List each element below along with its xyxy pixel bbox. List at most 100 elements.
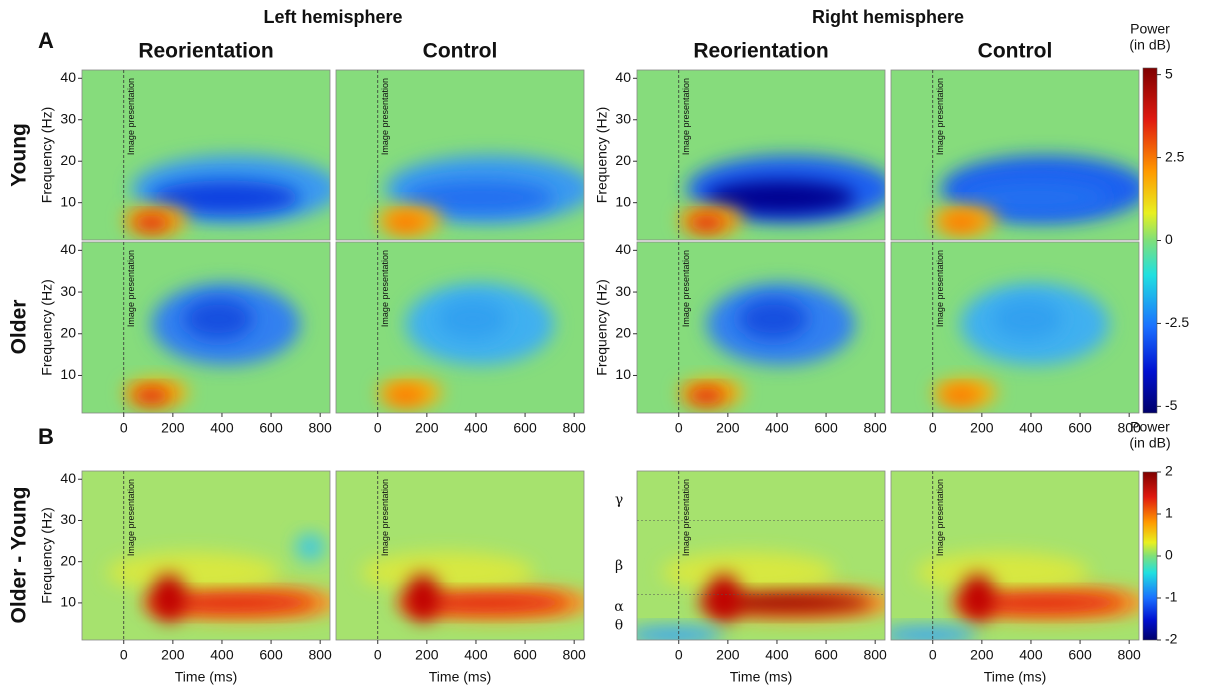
heatmap-blob [437,298,508,340]
y-tick-label: 10 [615,193,631,209]
y-tick-label: 30 [615,283,631,299]
colorbar-tick-label: 2 [1165,463,1173,479]
heatmap-blob [144,592,318,613]
heatmap-blob [686,214,727,232]
y-tick-label: 20 [615,324,631,340]
x-tick-label: 400 [765,647,789,663]
x-tick-label: 0 [929,647,937,663]
colorbar-tick-label: -2 [1165,631,1178,647]
condition-title: Reorientation [693,40,828,63]
band-label: α [614,599,624,615]
x-tick-label: 200 [415,420,439,436]
colorbar-title: Power [1130,21,1170,37]
heatmap [82,70,330,240]
heatmap-blob [151,180,301,215]
heatmap-blob [405,180,555,215]
x-tick-label: 800 [1117,420,1141,436]
heatmap-panel: Image presentation [890,69,1140,241]
hemisphere-title: Left hemisphere [263,7,402,27]
x-tick-label: 200 [161,420,185,436]
y-tick-label: 40 [60,241,76,257]
x-tick-label: 200 [415,647,439,663]
heatmap-blob [131,387,172,405]
event-label: Image presentation [935,78,945,155]
band-label: γ [615,492,623,508]
heatmap-panel: Image presentation [636,470,886,641]
condition-title: Reorientation [138,40,273,63]
heatmap [82,471,330,640]
panel-label: A [38,28,54,53]
heatmap-panel: Image presentation [890,241,1140,414]
x-tick-label: 600 [513,647,537,663]
panel-frame [890,470,1140,641]
heatmap-blob [738,298,809,340]
heatmap [82,242,330,413]
heatmap-blob [295,533,326,561]
heatmap-panel: Image presentation [636,241,886,414]
row-title: Older [8,300,31,355]
y-tick-label: 10 [60,193,76,209]
event-label: Image presentation [380,78,390,155]
y-tick-label: 20 [60,324,76,340]
y-tick-label: 40 [615,241,631,257]
x-axis-label: Time (ms) [429,669,491,685]
colorbar-tick-label: 1 [1165,505,1173,521]
y-tick-label: 10 [615,366,631,382]
x-tick-label: 0 [929,420,937,436]
panel-frame [636,241,886,414]
x-tick-label: 400 [765,420,789,436]
x-tick-label: 400 [1019,647,1043,663]
x-tick-label: 0 [374,420,382,436]
x-tick-label: 200 [716,647,740,663]
colorbar-tick-label: -1 [1165,589,1178,605]
panel-frame [335,69,585,241]
panel-label: B [38,424,54,449]
x-tick-label: 600 [814,647,838,663]
heatmap-blob [405,574,441,622]
heatmap-blob [915,552,1090,593]
event-label: Image presentation [126,479,136,556]
heatmap-blob [661,552,836,593]
heatmap-panel: Image presentation [636,69,886,241]
x-tick-label: 200 [161,647,185,663]
heatmap-blob [706,180,856,215]
x-tick-label: 600 [259,420,283,436]
x-tick-label: 800 [562,420,586,436]
band-label: β [615,558,623,574]
x-axis-label: Time (ms) [175,669,237,685]
heatmap [336,471,584,640]
heatmap-blob [360,552,535,593]
heatmap-blob [699,592,873,613]
x-tick-label: 600 [513,420,537,436]
y-axis-label: Frequency (Hz) [594,279,610,375]
y-tick-label: 20 [615,152,631,168]
x-tick-label: 0 [675,647,683,663]
heatmap-panel: Image presentation [81,241,331,414]
x-tick-label: 0 [374,647,382,663]
heatmap-blob [992,298,1063,340]
panel-frame [335,470,585,641]
panel-frame [890,241,1140,414]
condition-title: Control [978,40,1053,63]
x-tick-label: 400 [464,420,488,436]
y-axis-label: Frequency (Hz) [39,507,55,603]
colorbar-tick-label: 0 [1165,547,1173,563]
x-axis-label: Time (ms) [730,669,792,685]
heatmap-blob [637,626,724,640]
colorbar-tick-label: 0 [1165,231,1173,247]
heatmap-blob [953,592,1127,613]
event-label: Image presentation [380,250,390,327]
panel-frame [890,69,1140,241]
y-tick-label: 10 [60,366,76,382]
heatmap-blob [891,626,978,640]
panel-frame [81,69,331,241]
x-tick-label: 400 [464,647,488,663]
y-tick-label: 30 [615,110,631,126]
heatmap [891,70,1139,240]
y-tick-label: 40 [60,470,76,486]
heatmap-blob [131,214,172,232]
heatmap-panel: Image presentation [335,241,585,414]
x-tick-label: 400 [1019,420,1043,436]
colorbar-title: (in dB) [1129,435,1170,451]
heatmap-panel: Image presentation [81,470,331,641]
